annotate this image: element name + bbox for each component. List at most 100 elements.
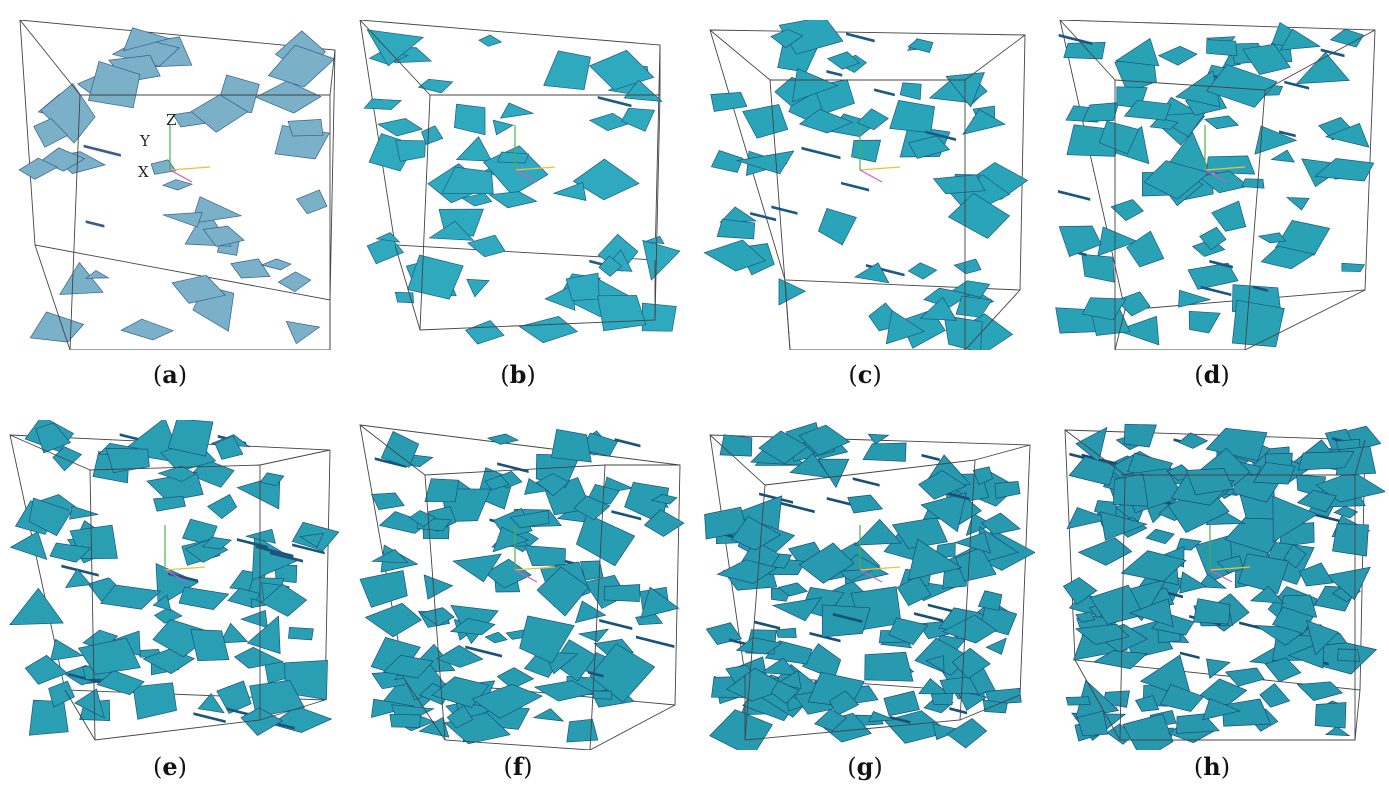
fracture-plane — [497, 151, 530, 164]
fracture-plane — [532, 708, 565, 722]
caption-a: (a) — [152, 360, 188, 389]
panel-g — [700, 420, 1035, 750]
fracture-plane — [454, 103, 486, 136]
fracture-plane — [925, 130, 956, 141]
fracture-plane — [524, 545, 566, 566]
axis-y-line — [164, 566, 206, 571]
fracture-plane — [777, 582, 809, 597]
fracture-plane — [1259, 683, 1291, 708]
axis-triad — [164, 525, 206, 583]
fracture-plane — [1329, 28, 1365, 48]
fracture-plane — [742, 104, 789, 139]
fracture-plane — [1178, 289, 1212, 308]
fracture-plane — [951, 647, 991, 679]
fracture-plane — [509, 510, 550, 529]
fracture-plane — [856, 108, 889, 131]
fracture-plane — [1260, 245, 1315, 270]
fracture-plane — [635, 635, 675, 648]
fracture-plane — [153, 607, 183, 624]
fracture-plane — [441, 166, 494, 195]
fracture-plane — [214, 435, 244, 460]
fracture-plane — [465, 320, 505, 345]
fracture-plane — [1279, 28, 1321, 51]
axis-y-line — [514, 566, 556, 571]
fracture-plane — [1211, 200, 1247, 232]
fracture-plane — [640, 586, 680, 619]
fracture-plane — [1264, 657, 1302, 683]
fracture-plane — [770, 29, 804, 49]
axis-y-line — [514, 166, 556, 171]
cube-edge — [1354, 439, 1366, 476]
fracture-plane — [650, 494, 678, 505]
fracture-plane — [167, 420, 214, 457]
fracture-plane — [985, 637, 1007, 655]
fracture-plane — [24, 654, 68, 685]
fracture-plane — [9, 531, 48, 560]
fracture-plane — [1324, 726, 1351, 737]
fracture-plane — [867, 433, 890, 445]
cube-edge — [19, 20, 81, 96]
fracture-plane — [524, 478, 549, 495]
cube-edge — [964, 34, 1026, 81]
fracture-plane — [1216, 555, 1244, 574]
fracture-plane — [1237, 553, 1289, 595]
axis-x-line — [164, 569, 188, 583]
fracture-plane — [943, 315, 983, 350]
fracture-plane — [28, 497, 73, 537]
fracture-plane — [754, 620, 781, 630]
fracture-plane — [52, 446, 83, 472]
fracture-plane — [288, 627, 314, 641]
fracture-plane — [285, 320, 321, 345]
fracture-plane — [809, 631, 841, 643]
fracture-plane — [1252, 285, 1268, 292]
cube-edge — [1074, 659, 1121, 741]
cube-front-edges — [9, 434, 331, 741]
dfn-cube-c — [703, 20, 1029, 350]
fracture-plane — [1114, 37, 1160, 67]
fracture-plane — [255, 545, 294, 558]
panel-f — [355, 420, 690, 750]
fracture-plane — [1192, 598, 1231, 625]
fracture-plane — [152, 594, 172, 612]
cube-front-face — [769, 79, 966, 350]
fracture-plane — [1337, 648, 1361, 662]
fracture-plane — [50, 638, 84, 661]
fracture-plane — [574, 600, 607, 624]
fracture-plane — [1224, 667, 1265, 687]
fracture-plane — [907, 262, 938, 280]
fracture-plane — [954, 547, 997, 582]
fracture-plane — [1068, 456, 1116, 486]
fracture-plane — [1197, 573, 1228, 589]
fracture-plane — [716, 559, 778, 584]
cube-front-edges — [359, 424, 680, 750]
fracture-plane — [1325, 566, 1371, 601]
fracture-plane — [977, 590, 1003, 611]
fracture-plane — [1296, 681, 1344, 701]
fracture-plane — [267, 44, 336, 88]
fracture-plane — [778, 278, 807, 306]
fracture-plane — [1203, 115, 1240, 130]
fracture-plane — [428, 220, 475, 241]
fracture-plane — [798, 542, 855, 584]
fracture-plane — [1187, 262, 1239, 290]
caption-e: (e) — [152, 752, 188, 781]
fracture-plane — [96, 670, 145, 696]
caption-c: (c) — [848, 360, 882, 389]
fracture-plane — [1252, 462, 1296, 485]
fracture-plane — [597, 295, 647, 332]
cube-edge — [974, 444, 1031, 461]
fracture-plane — [955, 295, 993, 318]
fracture-plane — [419, 607, 455, 627]
fracture-plane — [206, 494, 238, 520]
cube-edge — [964, 289, 1021, 350]
fracture-plane — [731, 515, 782, 551]
fracture-plane — [1199, 226, 1227, 251]
fracture-plane — [896, 575, 932, 607]
dfn-cube-b — [359, 20, 681, 345]
fracture-plane — [801, 146, 841, 160]
axis-triad — [514, 525, 556, 583]
fracture-plane — [907, 538, 963, 581]
fracture-plane — [1176, 713, 1220, 734]
fracture-plane — [424, 478, 460, 503]
fracture-plane — [201, 536, 233, 550]
